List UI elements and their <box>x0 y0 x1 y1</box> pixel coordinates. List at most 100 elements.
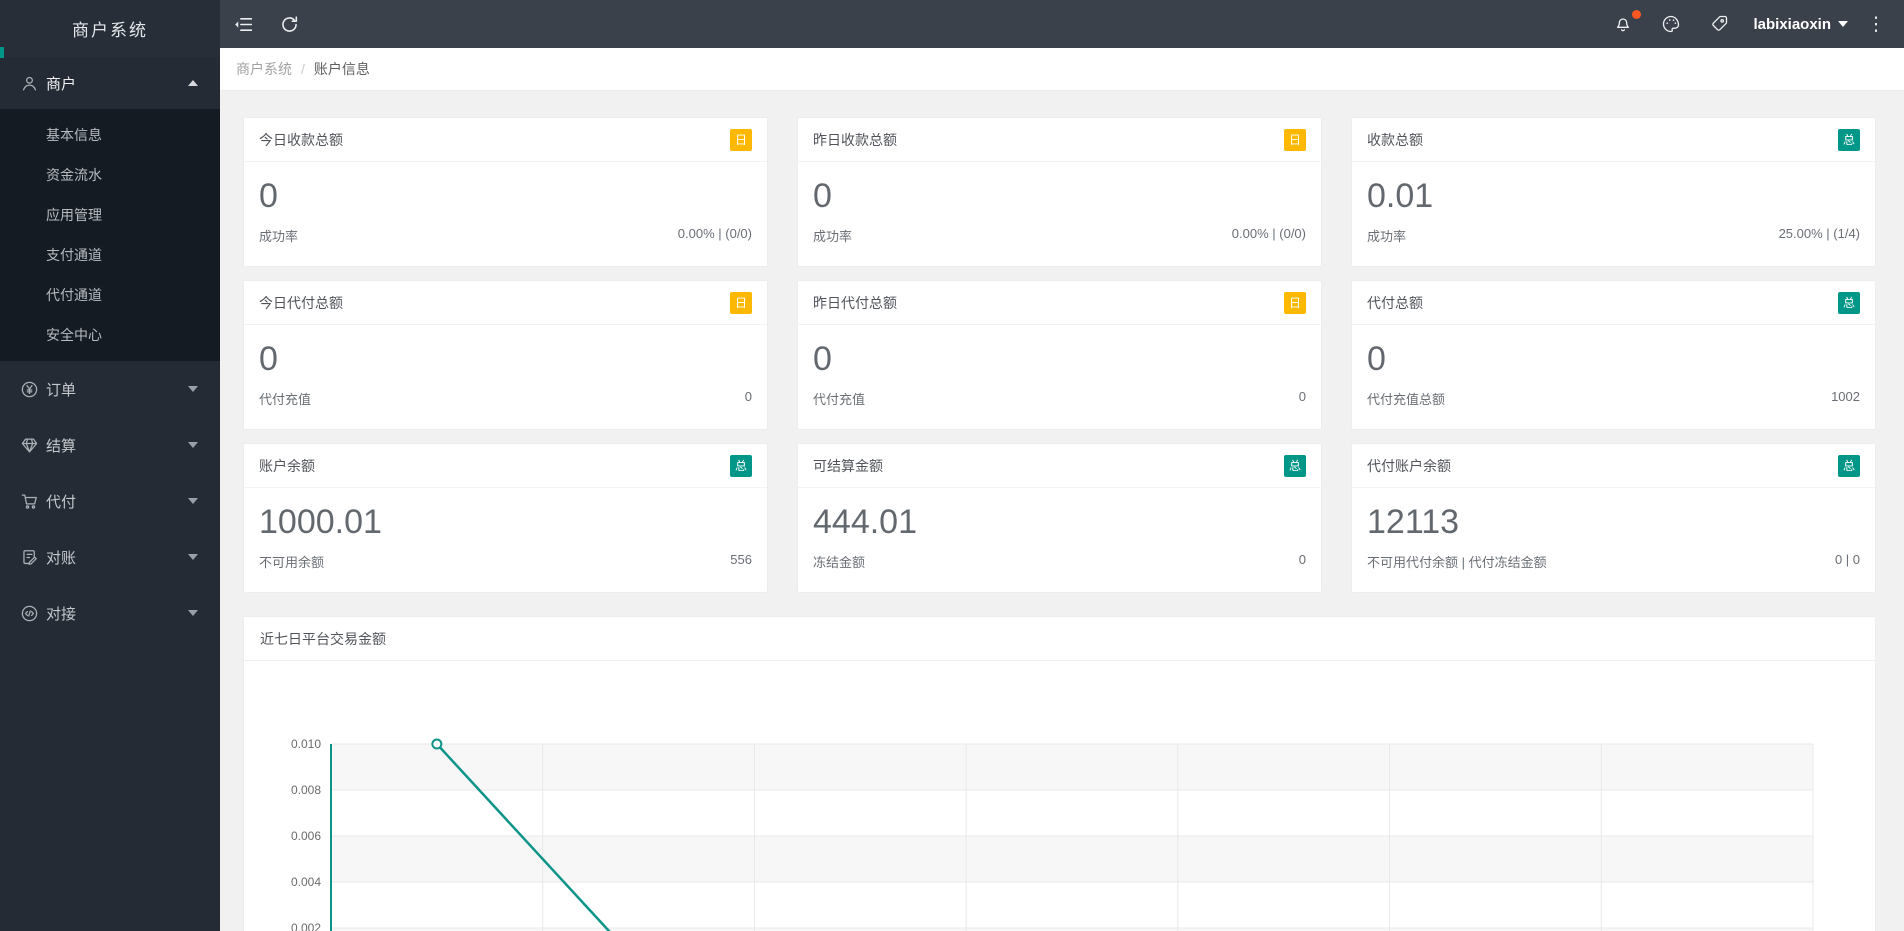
tag-button[interactable] <box>1699 0 1739 48</box>
more-options-button[interactable]: ⋮ <box>1866 13 1886 35</box>
card-value: 444.01 <box>813 503 917 541</box>
stat-card-total-payout: 代付总额 总 0 代付充值总额 1002 <box>1351 280 1876 430</box>
sidebar-item-label: 商户 <box>46 75 77 93</box>
card-value: 1000.01 <box>259 503 382 541</box>
sidebar-item-integration[interactable]: 对接 <box>0 585 220 641</box>
bell-icon <box>1617 18 1630 32</box>
chart-title: 近七日平台交易金额 <box>244 617 1875 661</box>
file-edit-icon <box>20 548 39 567</box>
card-footer-value: 0 <box>1298 389 1306 405</box>
card-value: 12113 <box>1367 503 1460 541</box>
card-footer-label: 代付充值 <box>813 392 866 408</box>
sidebar-item-settlement[interactable]: 结算 <box>0 417 220 473</box>
app-logo: 商户系统 <box>0 0 220 57</box>
sidebar-item-label: 结算 <box>46 437 77 455</box>
sidebar-item-basic-info[interactable]: 基本信息 <box>46 127 102 143</box>
card-footer-label: 成功率 <box>259 229 299 245</box>
card-title: 收款总额 <box>1367 131 1423 148</box>
stat-card-yesterday-payout: 昨日代付总额 日 0 代付充值 0 <box>797 280 1322 430</box>
sidebar-item-app-manage[interactable]: 应用管理 <box>46 207 102 223</box>
day-badge-icon: 日 <box>1284 128 1306 151</box>
card-title: 今日收款总额 <box>259 131 343 148</box>
chevron-down-icon <box>188 610 198 616</box>
menu-fold-icon <box>234 17 252 31</box>
chevron-up-icon <box>188 80 198 86</box>
card-value: 0 <box>813 340 832 378</box>
user-menu[interactable]: labixiaoxin <box>1747 0 1854 48</box>
chevron-down-icon <box>188 442 198 448</box>
sidebar-item-payout[interactable]: 代付 <box>0 473 220 529</box>
line-chart: 0.010 0.008 0.006 0.004 0.002 <box>244 661 1875 931</box>
chevron-down-icon <box>188 386 198 392</box>
breadcrumb-root[interactable]: 商户系统 <box>236 61 292 77</box>
refresh-button[interactable] <box>266 0 312 48</box>
sidebar-item-label: 对接 <box>46 605 77 623</box>
cart-icon <box>20 492 39 511</box>
menu-fold-button[interactable] <box>220 0 266 48</box>
refresh-icon <box>281 15 297 32</box>
sidebar-item-label: 订单 <box>46 381 77 399</box>
topbar: labixiaoxin ⋮ <box>220 0 1904 48</box>
code-circle-icon <box>20 604 39 623</box>
stat-card-yesterday-collection: 昨日收款总额 日 0 成功率 0.00% | (0/0) <box>797 117 1322 267</box>
card-value: 0 <box>259 177 278 215</box>
svg-text:0.004: 0.004 <box>291 875 321 889</box>
sidebar-item-payout-channel[interactable]: 代付通道 <box>46 287 102 303</box>
total-badge-icon: 总 <box>730 454 752 477</box>
sidebar-item-security-center[interactable]: 安全中心 <box>46 327 102 343</box>
chevron-down-icon <box>1838 21 1848 27</box>
total-badge-icon: 总 <box>1838 128 1860 151</box>
breadcrumb-current: 账户信息 <box>313 61 370 77</box>
day-badge-icon: 日 <box>1284 291 1306 314</box>
notifications-button[interactable] <box>1603 0 1643 48</box>
sidebar-item-merchant[interactable]: 商户 <box>0 57 220 109</box>
topbar-right: labixiaoxin ⋮ <box>1603 0 1904 48</box>
svg-text:0.008: 0.008 <box>291 783 321 797</box>
card-title: 账户余额 <box>259 457 315 474</box>
total-badge-icon: 总 <box>1838 291 1860 314</box>
svg-text:0.010: 0.010 <box>291 737 321 751</box>
stat-cards-grid: 今日收款总额日 0 成功率 0.00% | (0/0) 昨日收款总额日 0 成功率… <box>220 91 1904 593</box>
sidebar-item-fund-flow[interactable]: 资金流水 <box>46 167 102 183</box>
card-value: 0 <box>1367 340 1386 378</box>
breadcrumb: 商户系统 / 账户信息 <box>220 48 1904 91</box>
card-footer-value: 0 | 0 <box>1834 552 1860 568</box>
chevron-down-icon <box>188 554 198 560</box>
chart-panel: 近七日平台交易金额 0.010 0.008 0.006 0.004 0.002 <box>243 616 1876 931</box>
stat-card-today-collection: 今日收款总额 日 0 成功率 0.00% | (0/0) <box>243 117 768 267</box>
sidebar-item-reconciliation[interactable]: 对账 <box>0 529 220 585</box>
card-footer-value: 0 <box>1298 552 1306 568</box>
card-footer-value: 0 <box>744 389 752 405</box>
card-footer-value: 0.00% | (0/0) <box>677 226 752 242</box>
card-value: 0.01 <box>1367 177 1434 215</box>
palette-icon <box>1663 15 1680 33</box>
card-footer-value: 1002 <box>1831 389 1860 405</box>
card-footer-label: 代付充值 <box>259 392 312 408</box>
stat-card-today-payout: 今日代付总额 日 0 代付充值 0 <box>243 280 768 430</box>
sidebar-item-pay-channel[interactable]: 支付通道 <box>46 247 102 263</box>
total-badge-icon: 总 <box>1838 454 1860 477</box>
card-footer-label: 成功率 <box>1367 229 1407 245</box>
tag-icon <box>1712 15 1728 31</box>
sidebar-item-orders[interactable]: 订单 <box>0 361 220 417</box>
card-footer-label: 不可用余额 <box>259 555 325 571</box>
card-footer-label: 冻结金额 <box>813 555 866 571</box>
card-footer-value: 25.00% | (1/4) <box>1778 226 1860 242</box>
card-title: 昨日收款总额 <box>813 131 897 148</box>
chevron-down-icon <box>188 498 198 504</box>
total-badge-icon: 总 <box>1284 454 1306 477</box>
svg-text:0.006: 0.006 <box>291 829 321 843</box>
day-badge-icon: 日 <box>730 291 752 314</box>
notification-dot <box>1632 10 1642 19</box>
active-indicator <box>0 47 4 58</box>
stat-card-account-balance: 账户余额 总 1000.01 不可用余额 556 <box>243 443 768 593</box>
username: labixiaoxin <box>1753 15 1831 33</box>
card-footer-label: 不可用代付余额 | 代付冻结金额 <box>1367 555 1547 571</box>
merchant-submenu: 基本信息 资金流水 应用管理 支付通道 代付通道 安全中心 <box>0 109 220 361</box>
breadcrumb-separator: / <box>301 61 305 77</box>
yen-circle-icon <box>20 380 39 399</box>
card-value: 0 <box>259 340 278 378</box>
card-footer-label: 代付充值总额 <box>1367 392 1446 408</box>
theme-button[interactable] <box>1651 0 1691 48</box>
svg-text:0.002: 0.002 <box>291 921 321 931</box>
